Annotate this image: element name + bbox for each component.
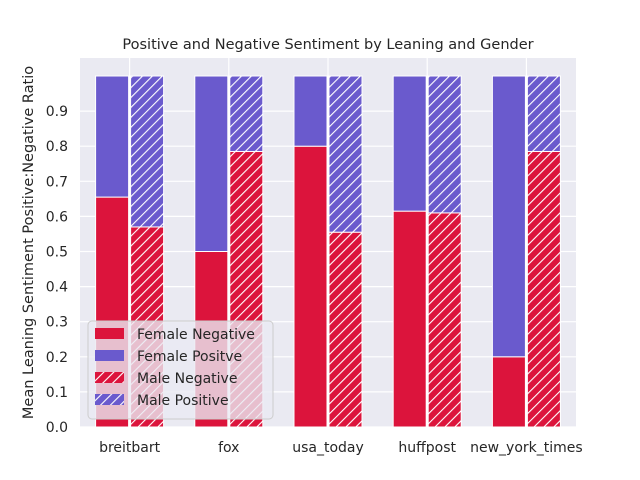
bar-female-positve: [293, 75, 328, 147]
x-tick-label: breitbart: [99, 440, 161, 456]
x-tick-label: usa_today: [292, 440, 364, 456]
bar-female-negative: [293, 145, 328, 428]
y-tick-label: 0.3: [46, 315, 68, 331]
bar-hatch-male-negative: [428, 212, 462, 427]
legend: Female Negative Female Positve Male Negati…: [87, 320, 274, 420]
bars: [95, 75, 561, 428]
y-tick-label: 0.4: [46, 280, 68, 296]
bar-female-positve: [392, 75, 427, 212]
bar-hatch-male-positive: [428, 76, 462, 213]
bar-hatch-male-negative: [329, 232, 362, 427]
bar-female-positve: [194, 75, 229, 252]
x-tick-label: new_york_times: [470, 440, 583, 456]
legend-swatch-hatch: [95, 394, 124, 405]
bar-hatch-male-positive: [130, 76, 164, 227]
bar-hatch-male-positive: [229, 76, 263, 152]
y-tick-label: 0.0: [46, 420, 68, 436]
legend-entry: Female Positve: [137, 349, 242, 365]
y-tick-label: 0.5: [46, 245, 68, 261]
y-tick-labels: 0.0 0.1 0.2 0.3 0.4 0.5 0.6 0.7 0.8 0.9: [46, 104, 68, 436]
x-tick-label: fox: [218, 440, 239, 456]
bar-female-negative: [491, 356, 526, 428]
legend-entry: Male Positive: [137, 393, 229, 409]
y-tick-label: 0.1: [46, 385, 68, 401]
legend-swatch-hatch: [95, 372, 124, 383]
y-tick-label: 0.2: [46, 350, 68, 366]
bar-hatch-male-positive: [527, 76, 561, 152]
bar-female-positve: [95, 75, 130, 198]
legend-entry: Male Negative: [137, 371, 237, 387]
legend-box: [87, 320, 274, 420]
bar-hatch-male-negative: [527, 151, 561, 427]
y-tick-label: 0.6: [46, 209, 68, 225]
y-tick-label: 0.8: [46, 139, 68, 155]
chart-title: Positive and Negative Sentiment by Leani…: [122, 37, 533, 53]
x-tick-label: huffpost: [398, 440, 456, 456]
legend-swatch: [95, 328, 124, 339]
bar-female-negative: [392, 210, 427, 428]
y-tick-label: 0.7: [46, 174, 68, 190]
bar-female-positve: [491, 75, 526, 358]
legend-entry: Female Negative: [137, 327, 255, 343]
x-tick-labels: breitbart fox usa_today huffpost new_york_ti…: [99, 440, 583, 456]
legend-swatch: [95, 350, 124, 361]
y-axis-label: Mean Leaning Sentiment Positive:Negative…: [21, 66, 37, 419]
bar-hatch-male-positive: [329, 76, 362, 233]
y-tick-label: 0.9: [46, 104, 68, 120]
